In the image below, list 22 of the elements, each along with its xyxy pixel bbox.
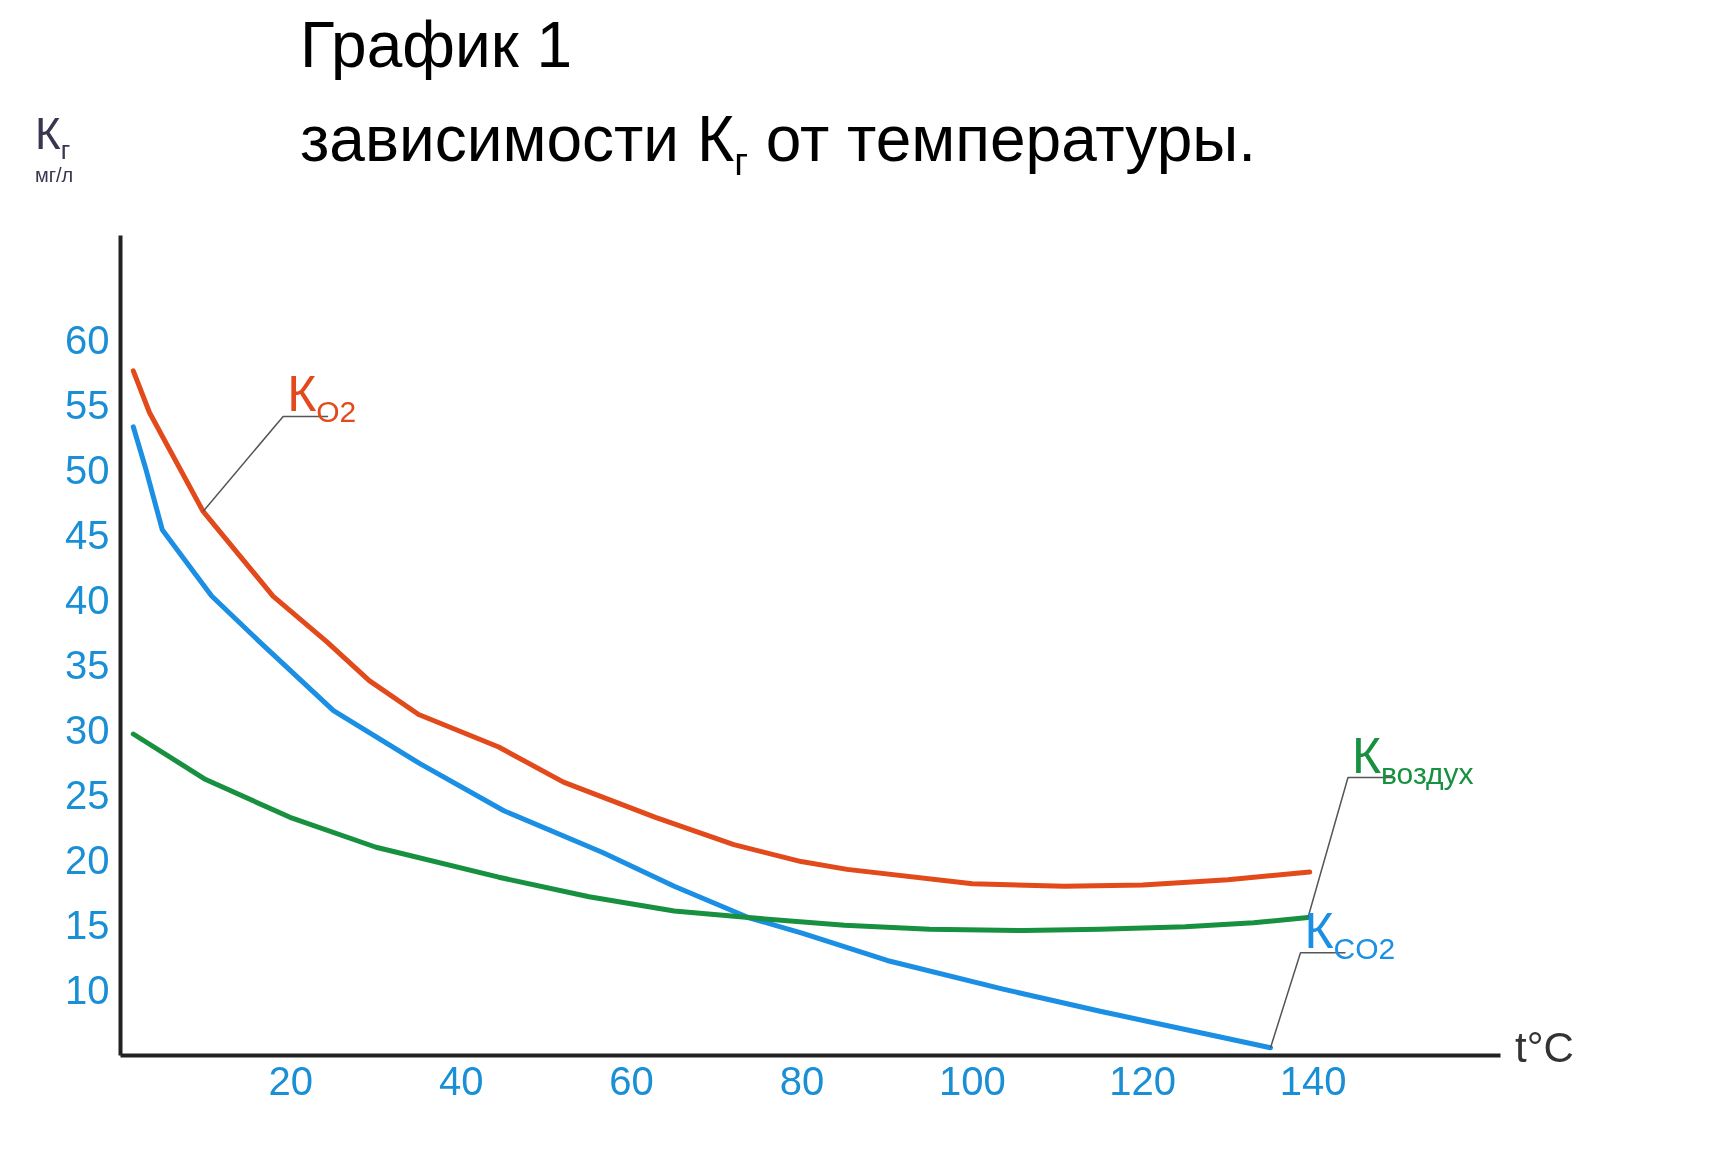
x-tick-label: 80 (779, 1058, 825, 1103)
chart-title: График 1 (300, 9, 574, 81)
y-tick-label: 15 (65, 903, 110, 948)
y-tick-label: 50 (65, 447, 110, 492)
y-tick-label: 60 (65, 317, 110, 362)
y-axis-title: К$_{г}$ мг/л (35, 109, 74, 187)
y-tick-label: 30 (65, 708, 110, 753)
y-tick-label: 35 (65, 643, 110, 688)
x-tick-label: 40 (438, 1058, 484, 1103)
x-tick-label: 60 (609, 1058, 654, 1103)
x-tick-label: 20 (268, 1058, 314, 1103)
y-tick-label: 10 (65, 968, 110, 1013)
y-tick-label: 55 (65, 382, 110, 427)
y-tick-label: 40 (65, 577, 110, 622)
x-axis-title: t°C (1515, 1024, 1574, 1072)
y-tick-label: 20 (65, 838, 110, 883)
chart-subtitle: зависимости К$_{г}$ от температуры. (300, 103, 1256, 184)
y-tick-label: 45 (65, 512, 110, 557)
y-tick-label: 25 (65, 773, 110, 818)
x-tick-label: 120 (1109, 1058, 1177, 1103)
x-tick-label: 140 (1279, 1058, 1347, 1103)
x-tick-label: 100 (938, 1058, 1006, 1103)
